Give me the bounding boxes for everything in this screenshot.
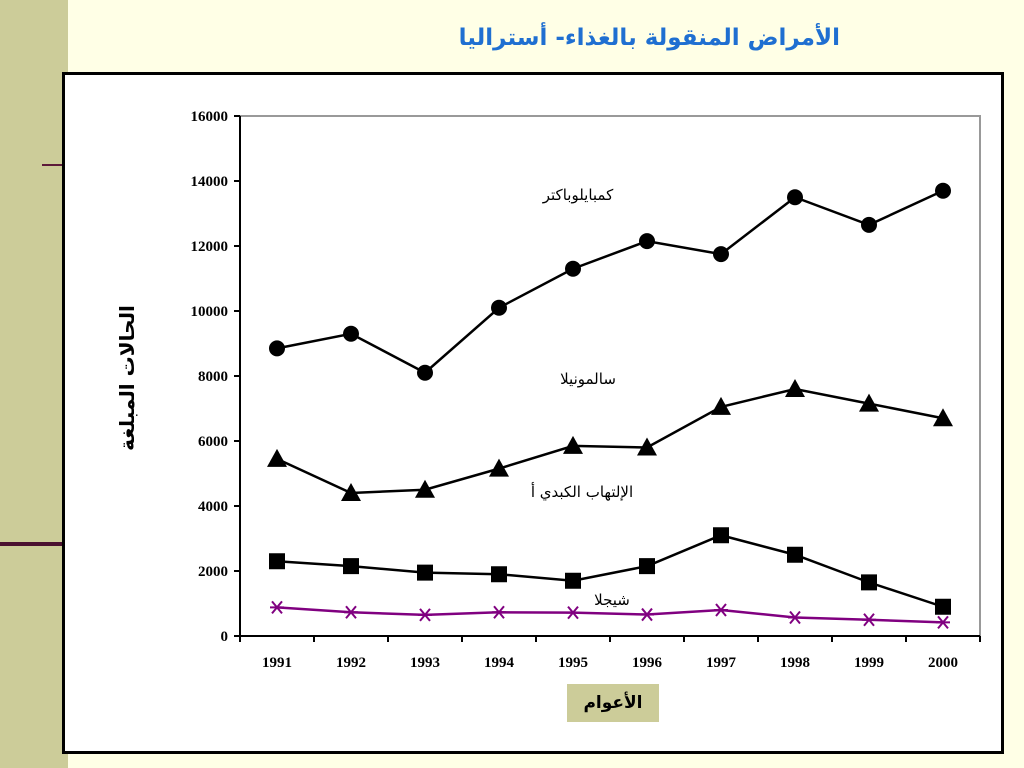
data-point: [417, 564, 433, 581]
y-tick-label: 2000: [198, 564, 228, 580]
decorative-line-bottom: [0, 542, 64, 546]
data-point: [933, 408, 953, 427]
data-point: [640, 607, 654, 622]
x-axis-label: الأعوام: [567, 684, 659, 722]
data-point: [787, 546, 803, 563]
x-tick-label: 1995: [558, 655, 588, 671]
series-line: [276, 533, 944, 608]
data-point: [862, 613, 876, 627]
series-label: كمبايلوباكتر: [542, 186, 614, 204]
data-point: [861, 574, 877, 591]
x-tick-label: 1997: [706, 655, 737, 671]
data-point: [489, 458, 509, 477]
data-point: [711, 396, 731, 415]
data-point: [639, 558, 655, 575]
data-point: [785, 379, 805, 397]
x-tick-label: 1992: [336, 655, 366, 671]
x-tick-label: 1999: [854, 655, 884, 671]
data-point: [415, 479, 435, 498]
data-point: [566, 605, 580, 620]
data-point: [713, 527, 729, 544]
x-tick-label: 1996: [632, 655, 663, 671]
data-point: [341, 483, 361, 501]
data-point: [269, 553, 285, 570]
y-tick-label: 8000: [198, 369, 228, 385]
data-point: [343, 325, 359, 342]
data-point: [491, 299, 507, 316]
data-point: [861, 216, 877, 233]
data-point: [417, 364, 433, 381]
side-band: [0, 0, 68, 768]
series-label: الإلتهاب الكبدي أ: [531, 482, 633, 502]
slide-title: الأمراض المنقولة بالغذاء- أستراليا: [458, 25, 840, 51]
data-point: [935, 182, 951, 199]
data-point: [637, 437, 657, 456]
data-point: [270, 600, 284, 615]
data-point: [491, 566, 507, 583]
y-tick-label: 6000: [198, 434, 228, 450]
y-axis-label: الحالات المبلغة: [115, 305, 139, 451]
data-point: [639, 233, 655, 250]
data-point: [565, 572, 581, 589]
data-point: [344, 605, 358, 619]
decorative-line-top: [42, 164, 64, 166]
y-tick-label: 16000: [191, 109, 229, 125]
chart-frame: [62, 72, 1004, 754]
data-point: [418, 608, 432, 622]
series-line: [276, 606, 944, 624]
y-tick-label: 10000: [191, 304, 229, 320]
data-point: [563, 435, 583, 454]
data-point: [714, 603, 728, 617]
data-point: [565, 260, 581, 277]
series-line: [276, 387, 944, 495]
x-tick-label: 1998: [780, 655, 810, 671]
y-tick-label: 4000: [198, 499, 228, 515]
data-point: [935, 598, 951, 615]
x-tick-label: 1993: [410, 655, 440, 671]
data-point: [267, 448, 287, 467]
x-tick-label: 2000: [928, 655, 958, 671]
x-tick-label: 1994: [484, 655, 515, 671]
series-label: شيجلا: [594, 591, 630, 609]
data-point: [936, 615, 950, 629]
series-line: [276, 189, 944, 375]
y-tick-label: 14000: [191, 174, 229, 190]
data-point: [492, 605, 506, 619]
data-point: [787, 189, 803, 206]
data-point: [713, 246, 729, 263]
y-tick-label: 12000: [191, 239, 229, 255]
data-point: [788, 610, 802, 625]
data-point: [859, 393, 879, 412]
data-point: [269, 340, 285, 357]
x-tick-label: 1991: [262, 655, 292, 671]
data-point: [343, 558, 359, 575]
y-tick-label: 0: [221, 629, 229, 645]
series-label: سالمونيلا: [560, 370, 616, 388]
